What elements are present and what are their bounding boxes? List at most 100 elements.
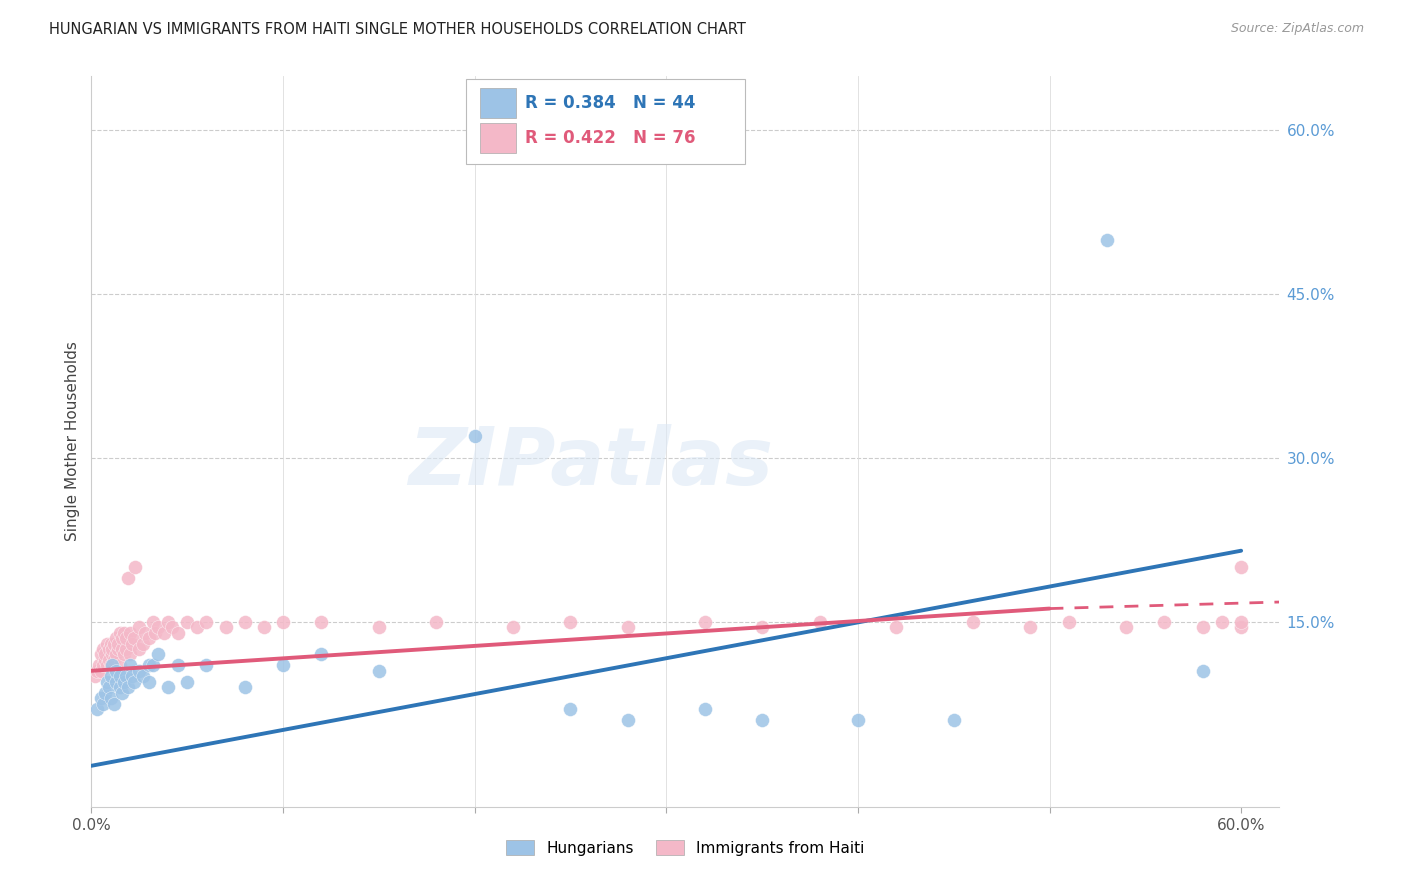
Point bbox=[122, 631, 145, 645]
Point bbox=[111, 631, 134, 645]
Point bbox=[157, 615, 180, 629]
Point bbox=[502, 620, 524, 634]
Point bbox=[91, 658, 114, 673]
Point bbox=[96, 674, 118, 689]
Point bbox=[195, 615, 218, 629]
Point bbox=[128, 620, 150, 634]
Point bbox=[108, 680, 131, 694]
FancyBboxPatch shape bbox=[465, 79, 745, 163]
Point bbox=[693, 702, 716, 716]
Text: HUNGARIAN VS IMMIGRANTS FROM HAITI SINGLE MOTHER HOUSEHOLDS CORRELATION CHART: HUNGARIAN VS IMMIGRANTS FROM HAITI SINGL… bbox=[49, 22, 747, 37]
Point bbox=[108, 669, 131, 683]
Point bbox=[103, 697, 125, 711]
Point bbox=[153, 625, 176, 640]
Point bbox=[693, 615, 716, 629]
Point bbox=[157, 680, 180, 694]
Point bbox=[121, 636, 143, 650]
Point bbox=[115, 631, 138, 645]
Point bbox=[117, 571, 139, 585]
Point bbox=[751, 620, 773, 634]
Point bbox=[118, 658, 141, 673]
Point bbox=[122, 674, 145, 689]
Point bbox=[90, 648, 112, 662]
Point bbox=[617, 713, 640, 727]
Point bbox=[118, 625, 141, 640]
Point bbox=[942, 713, 965, 727]
Point bbox=[1057, 615, 1080, 629]
Point bbox=[132, 636, 155, 650]
Point bbox=[100, 658, 122, 673]
Point bbox=[84, 669, 107, 683]
Point bbox=[91, 697, 114, 711]
Point bbox=[105, 664, 128, 678]
Point bbox=[138, 658, 160, 673]
Point bbox=[112, 625, 135, 640]
Point bbox=[751, 713, 773, 727]
Point bbox=[176, 615, 198, 629]
Point bbox=[1211, 615, 1233, 629]
Point bbox=[1191, 664, 1213, 678]
Point bbox=[128, 642, 150, 657]
Point bbox=[97, 642, 120, 657]
Point bbox=[100, 636, 122, 650]
Point bbox=[166, 658, 188, 673]
Point bbox=[100, 669, 122, 683]
Point bbox=[233, 615, 256, 629]
Point bbox=[138, 674, 160, 689]
Point bbox=[105, 674, 128, 689]
Point bbox=[560, 615, 582, 629]
Point bbox=[101, 648, 124, 662]
Point bbox=[1153, 615, 1175, 629]
Point bbox=[94, 648, 117, 662]
Point bbox=[160, 620, 183, 634]
Point bbox=[1095, 233, 1118, 247]
Point bbox=[117, 680, 139, 694]
Point bbox=[311, 615, 333, 629]
Point bbox=[962, 615, 984, 629]
Point bbox=[1019, 620, 1042, 634]
Legend: Hungarians, Immigrants from Haiti: Hungarians, Immigrants from Haiti bbox=[501, 834, 870, 862]
Point bbox=[121, 669, 143, 683]
Point bbox=[108, 625, 131, 640]
Point bbox=[1191, 620, 1213, 634]
Point bbox=[143, 625, 166, 640]
Point bbox=[311, 648, 333, 662]
Point bbox=[100, 691, 122, 706]
Point bbox=[142, 658, 165, 673]
Point bbox=[107, 636, 129, 650]
Text: R = 0.422   N = 76: R = 0.422 N = 76 bbox=[524, 129, 696, 147]
Point bbox=[1230, 560, 1253, 574]
Point bbox=[112, 648, 135, 662]
Point bbox=[86, 702, 108, 716]
Bar bbox=[479, 123, 516, 153]
Point bbox=[97, 653, 120, 667]
Point bbox=[94, 653, 117, 667]
Point bbox=[425, 615, 447, 629]
Point bbox=[214, 620, 236, 634]
Point bbox=[132, 669, 155, 683]
Point bbox=[111, 642, 134, 657]
Point bbox=[271, 615, 294, 629]
Point bbox=[105, 648, 128, 662]
Point bbox=[107, 642, 129, 657]
Point bbox=[233, 680, 256, 694]
Point bbox=[166, 625, 188, 640]
Point bbox=[271, 658, 294, 673]
Point bbox=[101, 642, 124, 657]
Point bbox=[148, 648, 170, 662]
Point bbox=[142, 615, 165, 629]
Point bbox=[617, 620, 640, 634]
Point bbox=[103, 636, 125, 650]
Point bbox=[103, 653, 125, 667]
Point bbox=[86, 664, 108, 678]
Point bbox=[111, 685, 134, 699]
Point bbox=[195, 658, 218, 673]
Text: Source: ZipAtlas.com: Source: ZipAtlas.com bbox=[1230, 22, 1364, 36]
Point bbox=[118, 648, 141, 662]
Point bbox=[101, 658, 124, 673]
Point bbox=[846, 713, 869, 727]
Point bbox=[112, 674, 135, 689]
Y-axis label: Single Mother Households: Single Mother Households bbox=[65, 342, 80, 541]
Point bbox=[128, 664, 150, 678]
Point bbox=[134, 625, 156, 640]
